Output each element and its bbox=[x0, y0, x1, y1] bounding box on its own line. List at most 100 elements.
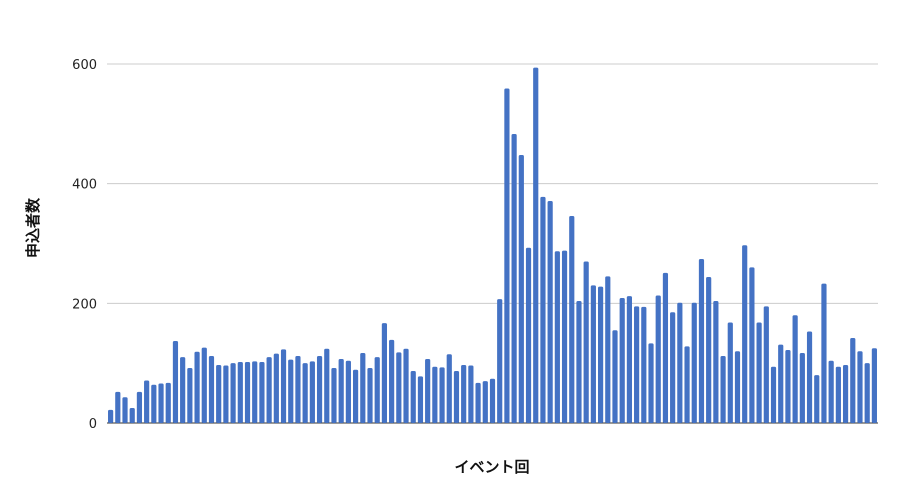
bar bbox=[252, 361, 258, 423]
bar bbox=[237, 361, 243, 423]
bar bbox=[367, 367, 373, 423]
bar bbox=[338, 358, 344, 423]
bar bbox=[403, 348, 409, 423]
bar bbox=[446, 354, 452, 423]
bar bbox=[590, 285, 596, 423]
bar bbox=[720, 355, 726, 423]
bar bbox=[648, 343, 654, 423]
grid-layer bbox=[107, 63, 878, 424]
bar bbox=[655, 295, 661, 423]
bar bbox=[569, 215, 575, 423]
y-tick-label: 600 bbox=[72, 58, 97, 73]
bar bbox=[201, 347, 207, 423]
bar bbox=[641, 306, 647, 423]
bar bbox=[288, 359, 294, 423]
bar bbox=[504, 88, 510, 423]
bar bbox=[684, 346, 690, 423]
bar bbox=[742, 245, 748, 423]
bar bbox=[785, 350, 791, 423]
bar bbox=[612, 330, 618, 423]
bar bbox=[345, 360, 351, 423]
bar bbox=[331, 367, 337, 423]
bar bbox=[151, 384, 157, 423]
bar bbox=[727, 322, 733, 423]
bar bbox=[172, 341, 179, 423]
bar bbox=[540, 196, 546, 423]
bar bbox=[208, 355, 215, 423]
bar bbox=[381, 323, 388, 423]
bar bbox=[461, 364, 467, 423]
bar bbox=[129, 408, 135, 423]
bar bbox=[691, 302, 697, 423]
bar bbox=[324, 348, 330, 423]
bar bbox=[734, 351, 741, 423]
bar bbox=[295, 355, 301, 423]
bar bbox=[360, 353, 366, 423]
bar bbox=[144, 380, 150, 423]
bar bbox=[698, 259, 705, 423]
y-tick-labels: 0 200 400 600 bbox=[72, 58, 97, 432]
bar bbox=[770, 366, 777, 423]
y-axis-title: 申込者数 bbox=[24, 197, 42, 258]
bar bbox=[634, 306, 640, 423]
bar bbox=[835, 366, 841, 423]
bar bbox=[122, 397, 128, 423]
bar bbox=[230, 363, 236, 423]
bar bbox=[302, 363, 308, 423]
bars-layer bbox=[108, 67, 877, 423]
bar bbox=[821, 283, 827, 423]
bar bbox=[410, 370, 416, 423]
bar bbox=[597, 286, 604, 423]
bar bbox=[482, 381, 488, 423]
bar bbox=[619, 297, 625, 423]
bar bbox=[453, 370, 460, 423]
bar bbox=[605, 276, 611, 423]
bar bbox=[547, 201, 553, 423]
bar bbox=[266, 357, 272, 423]
bar bbox=[842, 364, 849, 423]
bar bbox=[425, 358, 431, 423]
bar bbox=[525, 247, 532, 423]
bar bbox=[799, 353, 805, 423]
bar bbox=[561, 250, 568, 423]
bar bbox=[180, 357, 186, 423]
bar bbox=[814, 375, 820, 423]
x-axis-title: イベント回 bbox=[454, 458, 529, 476]
bar bbox=[439, 367, 445, 423]
bar bbox=[518, 154, 524, 423]
bar bbox=[316, 355, 323, 423]
bar bbox=[374, 357, 380, 423]
bar bbox=[749, 267, 755, 423]
bar bbox=[273, 353, 279, 423]
bar bbox=[706, 277, 712, 423]
bar bbox=[778, 344, 784, 423]
y-tick-label: 400 bbox=[72, 178, 97, 193]
bar bbox=[158, 383, 164, 423]
bar bbox=[713, 300, 719, 423]
bar bbox=[353, 369, 359, 423]
bar bbox=[165, 382, 171, 423]
bar bbox=[187, 367, 193, 423]
bar bbox=[871, 348, 877, 423]
bar bbox=[475, 382, 481, 423]
bar bbox=[417, 376, 424, 423]
bar bbox=[115, 391, 121, 423]
bar bbox=[792, 315, 798, 423]
bar bbox=[489, 378, 496, 423]
y-tick-label: 0 bbox=[89, 417, 97, 432]
bar bbox=[533, 67, 539, 423]
bar bbox=[497, 299, 503, 423]
bar bbox=[576, 300, 582, 423]
bar bbox=[432, 366, 438, 423]
bar bbox=[194, 351, 200, 423]
bar bbox=[136, 391, 143, 423]
bar bbox=[864, 363, 870, 423]
bar bbox=[806, 331, 813, 423]
bar bbox=[216, 364, 222, 423]
bar bbox=[244, 361, 251, 423]
bar bbox=[259, 361, 265, 423]
bar bbox=[309, 361, 315, 423]
bar bbox=[850, 338, 856, 423]
bar bbox=[583, 261, 589, 423]
bar bbox=[554, 251, 560, 423]
